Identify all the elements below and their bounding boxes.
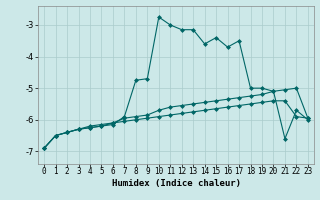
X-axis label: Humidex (Indice chaleur): Humidex (Indice chaleur) [111, 179, 241, 188]
